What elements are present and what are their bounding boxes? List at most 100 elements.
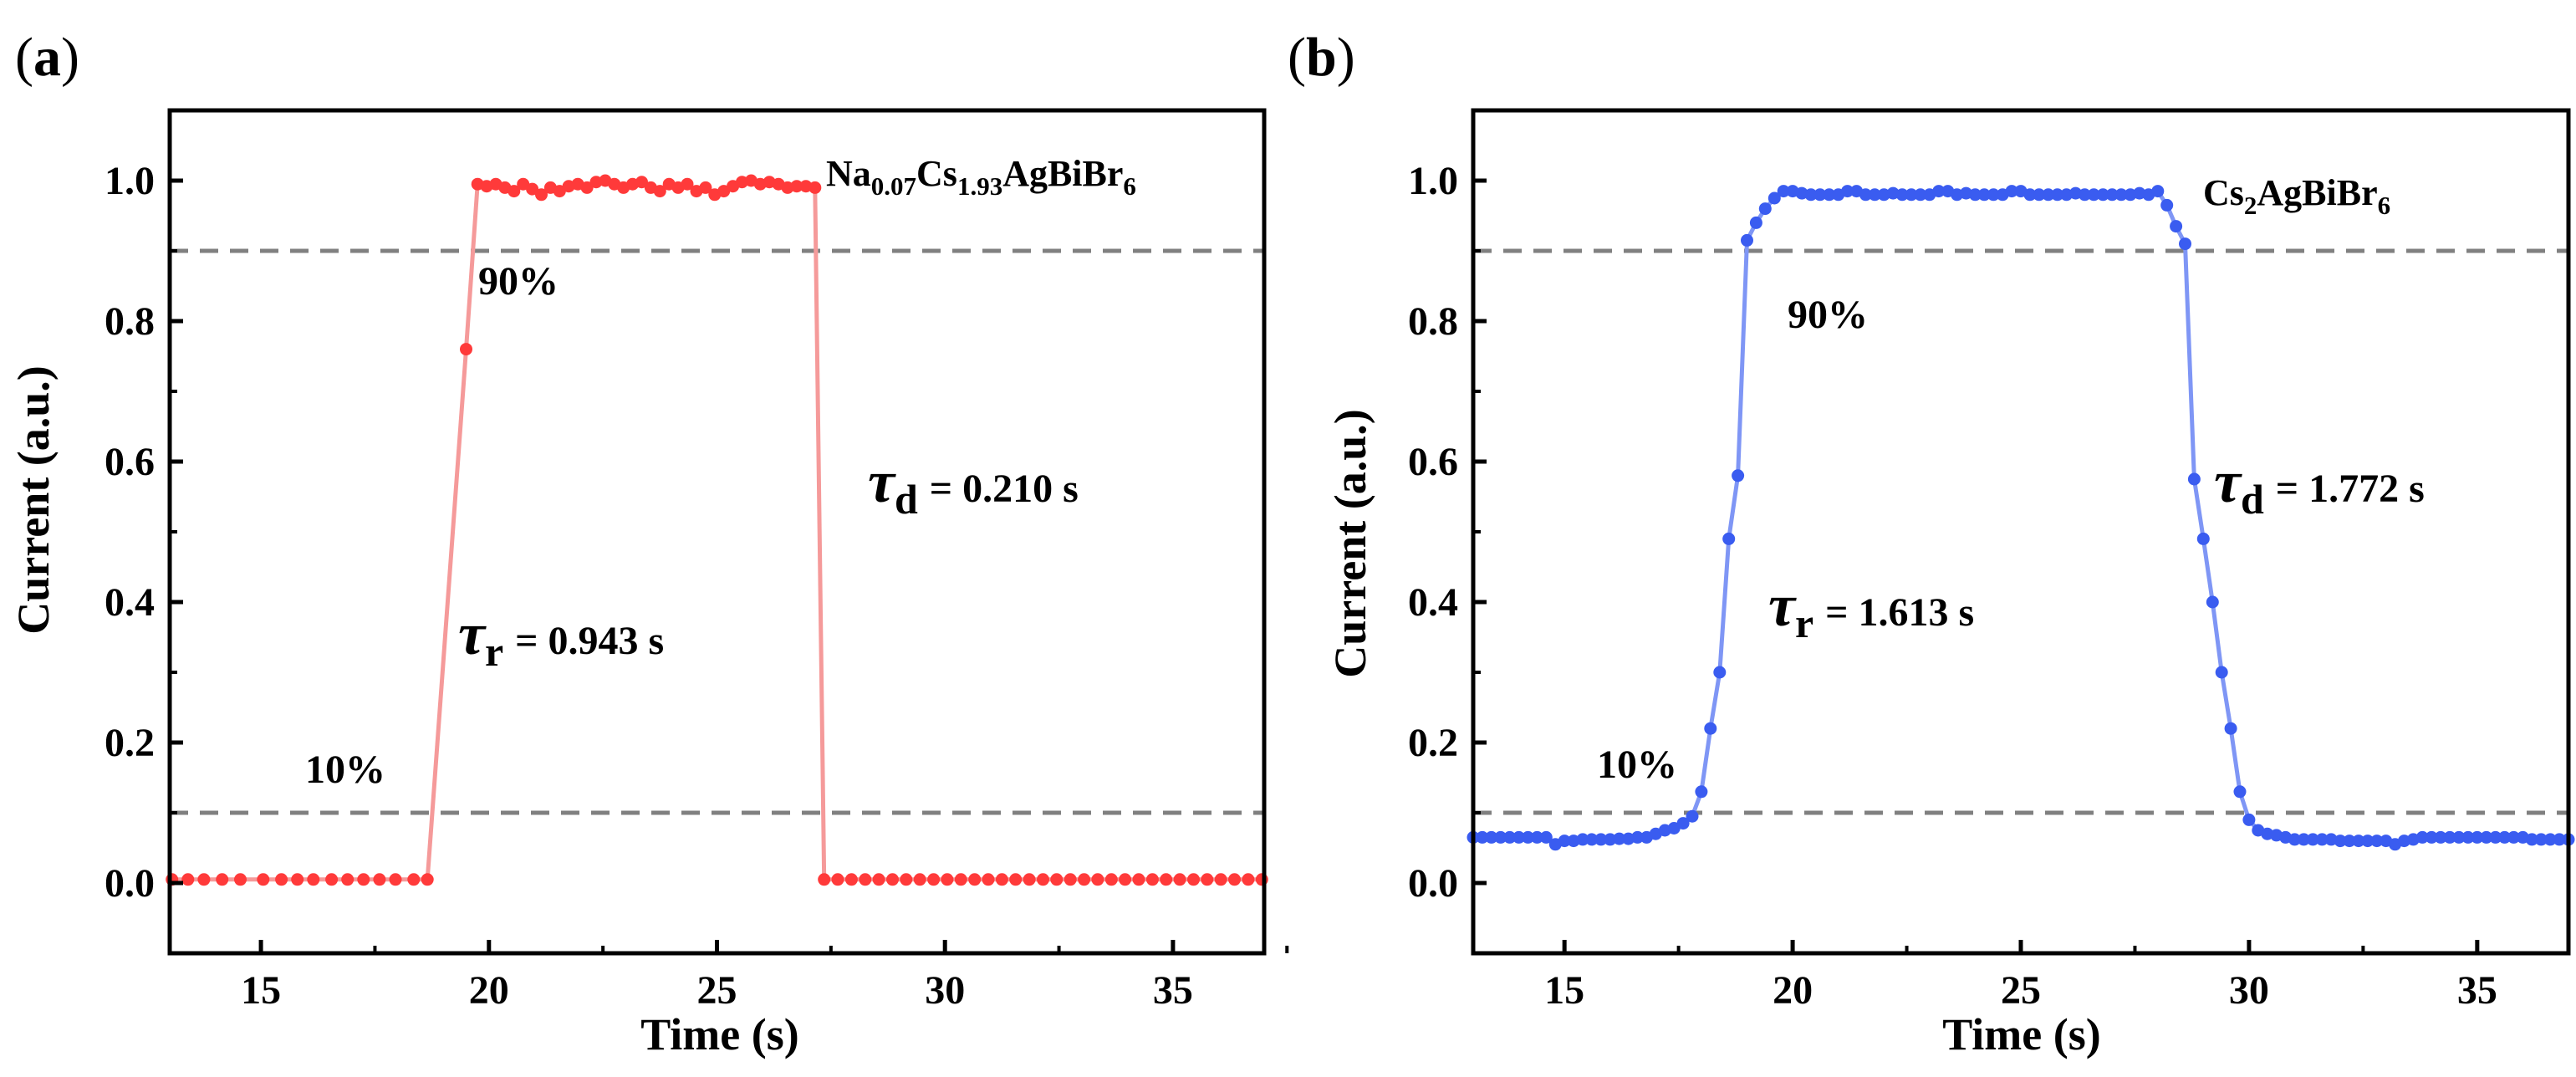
y-tick-label-a: 0.0 — [105, 861, 155, 906]
x-tick-label-a: 35 — [1153, 968, 1193, 1013]
mat-a-sub2: 1.93 — [957, 171, 1002, 201]
data-point-b — [2288, 833, 2301, 846]
data-point-b — [1758, 202, 1772, 216]
y-tick-label-b: 0.2 — [1408, 721, 1458, 765]
mat-a-sub1: 0.07 — [871, 171, 916, 201]
data-point-b — [1539, 830, 1553, 844]
panel-a-letter: a — [33, 27, 61, 88]
data-point-a — [1132, 873, 1145, 886]
y-tick-label-b: 0.6 — [1408, 440, 1458, 484]
data-point-b — [2498, 830, 2512, 844]
data-point-b — [1576, 833, 1589, 846]
data-point-b — [2343, 835, 2356, 848]
data-point-a — [535, 188, 548, 202]
panel-a-series — [166, 174, 1268, 886]
data-point-b — [1676, 817, 1690, 830]
x-tick-label-a: 15 — [241, 968, 281, 1013]
data-point-b — [2507, 830, 2520, 844]
data-point-b — [2297, 833, 2310, 846]
data-point-b — [1813, 188, 1827, 202]
tau-r-a-sub: r — [485, 628, 503, 675]
data-point-b — [2078, 188, 2091, 202]
data-point-b — [2051, 188, 2064, 202]
data-point-b — [2425, 830, 2438, 844]
data-point-b — [2525, 833, 2538, 846]
data-point-a — [968, 873, 982, 886]
data-point-b — [2242, 813, 2256, 826]
data-point-b — [2443, 830, 2456, 844]
data-point-a — [197, 873, 211, 886]
data-point-b — [1522, 830, 1534, 844]
data-point-b — [2206, 595, 2219, 609]
data-point-b — [2224, 722, 2237, 735]
panel-a-10-label: 10% — [305, 748, 385, 792]
data-point-b — [2151, 185, 2165, 198]
data-point-a — [460, 343, 472, 356]
data-point-a — [526, 182, 539, 196]
data-point-b — [1895, 188, 1909, 202]
axes-frame-b — [1471, 108, 2571, 956]
mat-a-base: Na — [826, 153, 871, 194]
data-point-a — [341, 873, 355, 886]
data-point-b — [2480, 830, 2493, 844]
mat-a-mid: Cs — [916, 153, 957, 194]
data-point-a — [275, 873, 288, 886]
data-point-a — [1078, 873, 1091, 886]
x-tick-label-b: 15 — [1544, 968, 1584, 1013]
tau-r-a-value: = 0.943 s — [515, 619, 664, 663]
x-tick-label-a: 20 — [469, 968, 509, 1013]
x-tick-label-b: 25 — [2001, 968, 2041, 1013]
data-point-a — [900, 873, 913, 886]
data-point-b — [2233, 785, 2247, 799]
panel-b-series — [1467, 185, 2575, 851]
data-point-a — [421, 873, 434, 886]
data-point-a — [373, 873, 386, 886]
panel-b-90-label: 90% — [1788, 293, 1868, 337]
mat-a-sub3: 6 — [1123, 171, 1136, 201]
panel-a-ylabel: Current (a.u.) — [8, 365, 59, 634]
data-point-b — [2179, 237, 2191, 251]
data-point-a — [1009, 873, 1023, 886]
data-point-b — [2105, 188, 2119, 202]
x-tick-label-b: 30 — [2229, 968, 2269, 1013]
y-tick-label-a: 0.6 — [105, 440, 155, 484]
data-point-b — [1749, 216, 1762, 229]
data-point-a — [872, 873, 885, 886]
data-point-b — [1585, 833, 1599, 846]
data-point-a — [1173, 873, 1186, 886]
data-point-a — [307, 873, 320, 886]
panel-b: (b) 15 20 25 30 35 0.0 0.2 0.4 0.6 0.8 1.0 Current… — [1288, 27, 2575, 1059]
tau-d-a-sub: d — [895, 476, 918, 523]
data-point-b — [2452, 830, 2466, 844]
data-point-a — [831, 873, 844, 886]
panel-b-xlabel: Time (s) — [1942, 1009, 2100, 1059]
data-point-b — [2543, 833, 2557, 846]
mat-b-sub1: 2 — [2244, 191, 2257, 220]
data-point-a — [913, 873, 926, 886]
y-tick-label-a: 0.8 — [105, 299, 155, 344]
panel-a-90-label: 90% — [478, 259, 559, 304]
tau-d-b-sub: d — [2241, 476, 2264, 523]
data-point-a — [1187, 873, 1200, 886]
data-point-a — [927, 873, 941, 886]
data-point-b — [1732, 469, 1745, 482]
data-point-b — [2553, 833, 2566, 846]
data-point-b — [1968, 188, 1982, 202]
y-tick-label-b: 1.0 — [1408, 159, 1458, 203]
data-point-b — [2170, 220, 2183, 233]
data-point-a — [257, 873, 270, 886]
data-point-a — [995, 873, 1008, 886]
data-point-b — [2361, 835, 2375, 848]
data-point-a — [1214, 873, 1227, 886]
data-point-b — [2434, 830, 2447, 844]
panel-a-material-label: Na0.07Cs1.93AgBiBr6 — [826, 153, 1136, 201]
data-point-b — [1485, 830, 1498, 844]
data-point-b — [2334, 835, 2347, 848]
mat-a-tail: AgBiBr — [1002, 153, 1123, 194]
data-point-b — [1695, 785, 1708, 799]
data-point-a — [954, 873, 967, 886]
data-point-b — [1741, 233, 1753, 247]
data-point-a — [818, 873, 831, 886]
data-point-b — [2042, 188, 2055, 202]
panel-b-reference-lines — [1473, 248, 2568, 815]
